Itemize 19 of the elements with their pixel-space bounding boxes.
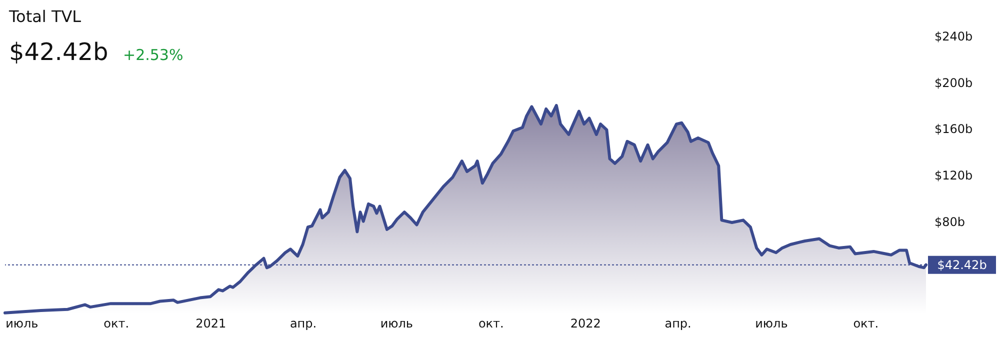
- y-tick-label: $80b: [934, 214, 966, 229]
- x-tick-label: апр.: [290, 316, 317, 330]
- annotation: +2.53%: [123, 46, 184, 64]
- x-tick-label: 2022: [570, 316, 601, 330]
- x-tick-label: 2021: [196, 316, 226, 330]
- x-tick-label: апр.: [664, 316, 692, 330]
- x-tick-label: июль: [380, 316, 414, 330]
- x-tick-label: июль: [755, 316, 788, 330]
- x-tick-label: окт.: [853, 316, 879, 330]
- ref-line-label: $42.42b: [937, 258, 987, 272]
- y-tick-label: $200b: [934, 76, 973, 90]
- x-tick-label: июль: [6, 316, 38, 330]
- y-tick-label: $160b: [934, 122, 973, 136]
- x-tick-label: окт.: [478, 316, 504, 330]
- chart-title: Total TVL: [8, 7, 82, 26]
- chart-subtitle: $42.42b: [9, 38, 108, 66]
- x-tick-label: окт.: [104, 316, 130, 330]
- y-tick-label: $240b: [934, 30, 973, 44]
- y-tick-label: $120b: [934, 168, 973, 182]
